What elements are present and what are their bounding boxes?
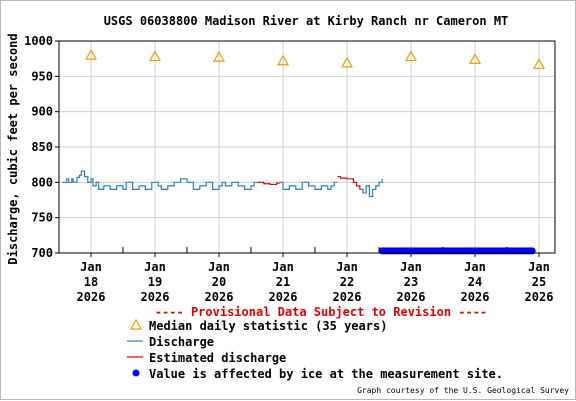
legend-median-icon: [129, 318, 143, 330]
legend-ice-icon: [132, 369, 140, 377]
median-marker: [276, 54, 290, 66]
median-marker: [404, 50, 418, 62]
y-tick-label: 900: [31, 105, 53, 119]
y-tick-label: 850: [31, 140, 53, 154]
estimated-discharge-line: [337, 176, 361, 190]
x-axis-ticks: Jan 18 2026 Jan 19 2026 Jan 20 2026 Jan 21 2026 Jan 2…: [77, 253, 554, 304]
provisional-note: ---- Provisional Data Subject to Revisio…: [155, 305, 487, 319]
median-marker: [212, 51, 226, 62]
x-tick-label: Jan 18 2026: [77, 260, 106, 304]
x-tick-label: Jan 25 2026: [525, 260, 554, 304]
median-marker: [148, 50, 162, 62]
grid: [58, 40, 555, 254]
x-tick-label: Jan 24 2026: [461, 260, 490, 304]
y-tick-label: 700: [31, 246, 53, 260]
x-tick-label: Jan 23 2026: [397, 260, 426, 304]
median-marker: [340, 56, 354, 68]
discharge-line: [279, 181, 338, 190]
legend-estimated-label: Estimated discharge: [149, 351, 286, 365]
discharge-line: [359, 178, 383, 198]
x-tick-label: Jan 20 2026: [205, 260, 234, 304]
legend-median-label: Median daily statistic (35 years): [149, 319, 387, 333]
plot-border: [58, 40, 556, 254]
legend-discharge-label: Discharge: [149, 335, 214, 349]
x-tick-label: Jan 22 2026: [333, 260, 362, 304]
credit-text: Graph courtesy of the U.S. Geological Su…: [357, 386, 569, 395]
x-tick-label: Jan 19 2026: [141, 260, 170, 304]
y-tick-label: 800: [31, 175, 53, 189]
y-tick-label: 950: [31, 69, 53, 83]
y-tick-label: 1000: [24, 34, 53, 48]
x-tick-label: Jan 21 2026: [269, 260, 298, 304]
median-marker: [532, 58, 546, 69]
chart-title: USGS 06038800 Madison River at Kirby Ran…: [104, 14, 509, 28]
median-marker: [468, 53, 482, 64]
median-marker: [84, 48, 98, 60]
legend: Median daily statistic (35 years) Discha…: [127, 318, 503, 381]
y-tick-label: 750: [31, 211, 53, 225]
plot-area: [62, 48, 546, 255]
y-axis-label: Discharge, cubic feet per second: [6, 33, 20, 264]
legend-ice-label: Value is affected by ice at the measurem…: [149, 367, 503, 381]
y-axis-ticks: 700 750 800 850 900 950 1000: [24, 34, 59, 260]
discharge-line: [62, 170, 258, 190]
estimated-discharge-line: [257, 181, 281, 186]
